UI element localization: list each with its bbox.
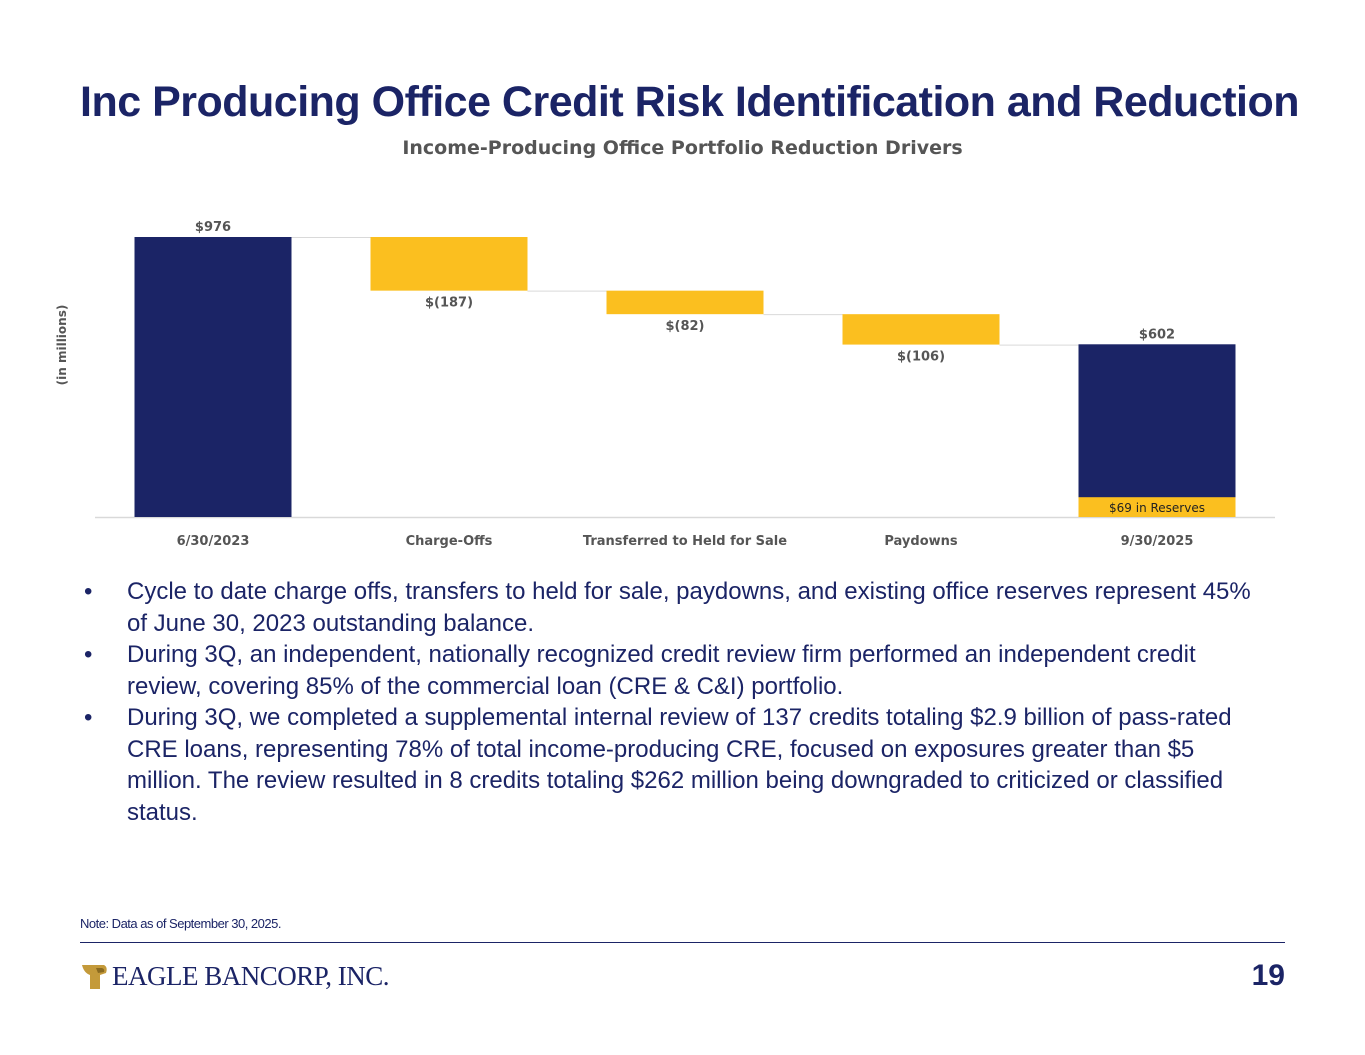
chart-title: Income-Producing Office Portfolio Reduct… — [402, 137, 963, 159]
logo-wordmark: EAGLE BANCORP, INC. — [112, 960, 390, 991]
page-number: 19 — [1251, 959, 1285, 992]
data-label: $976 — [195, 220, 231, 235]
x-tick-label: 9/30/2025 — [1121, 534, 1194, 549]
x-tick-label: 6/30/2023 — [177, 534, 250, 549]
x-tick-label: Paydowns — [884, 534, 958, 549]
bullet-item: Cycle to date charge offs, transfers to … — [80, 576, 1270, 639]
slide-title: Inc Producing Office Credit Risk Identif… — [80, 78, 1300, 126]
waterfall-chart: $976 6/30/2023 $(187) Charge-Offs $(82) Trans… — [95, 220, 1275, 549]
eagle-logo-icon — [82, 965, 107, 989]
data-label: $602 — [1139, 327, 1175, 342]
data-label: $(82) — [665, 319, 704, 334]
bullet-item: During 3Q, we completed a supplemental i… — [80, 702, 1270, 828]
bar-total — [1078, 344, 1236, 517]
footnote: Note: Data as of September 30, 2025. — [80, 916, 281, 931]
bullet-item: During 3Q, an independent, nationally re… — [80, 639, 1270, 702]
reserve-segment — [1078, 497, 1236, 517]
bar-decrease — [606, 290, 764, 315]
bar-total — [134, 237, 292, 517]
x-tick-label: Charge-Offs — [406, 534, 493, 549]
company-logo: EAGLE BANCORP, INC. — [80, 960, 390, 992]
footer-divider — [80, 942, 1285, 943]
data-label: $(187) — [425, 296, 473, 311]
reserve-label: $69 in Reserves — [1109, 501, 1205, 515]
data-label: $(106) — [897, 350, 945, 365]
bullet-list: Cycle to date charge offs, transfers to … — [80, 576, 1270, 828]
bar-decrease — [842, 314, 1000, 345]
x-tick-label: Transferred to Held for Sale — [583, 534, 787, 549]
bar-decrease — [370, 237, 528, 291]
